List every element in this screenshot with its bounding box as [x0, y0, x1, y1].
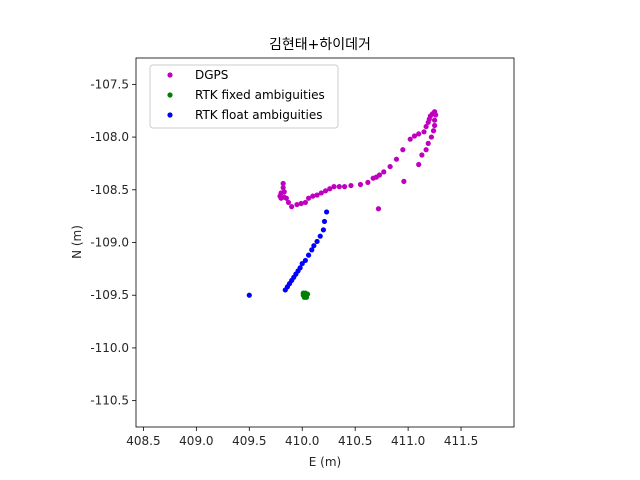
data-point	[376, 172, 383, 178]
data-point	[357, 181, 364, 188]
data-point	[302, 199, 309, 206]
x-tick-label: 408.5	[126, 434, 160, 448]
data-point	[298, 200, 304, 207]
y-tick-label: -109.0	[90, 236, 129, 250]
data-point	[321, 218, 328, 225]
legend: DGPS RTK fixed ambiguities RTK float ambig…	[149, 64, 339, 129]
data-point	[428, 134, 435, 140]
x-tick-label: 410.5	[338, 434, 372, 448]
data-point	[423, 123, 429, 130]
data-points	[246, 109, 439, 300]
x-tick-label: 409.0	[179, 434, 213, 448]
data-point	[331, 184, 337, 190]
data-point	[387, 163, 393, 170]
data-point	[336, 184, 342, 190]
data-point	[348, 182, 354, 189]
data-point	[304, 291, 311, 297]
data-point	[431, 122, 438, 129]
data-point	[314, 238, 320, 245]
data-point	[314, 192, 320, 198]
data-point	[294, 201, 300, 208]
legend-label: DGPS	[195, 68, 228, 82]
chart-title: 김현태+하이데거	[269, 37, 371, 53]
y-tick-label: -109.5	[90, 288, 129, 302]
data-point	[300, 292, 306, 298]
data-point	[305, 252, 312, 258]
x-tick-label: 411.0	[391, 434, 425, 448]
data-point	[318, 190, 324, 196]
y-tick-label: -108.5	[90, 183, 129, 197]
data-point	[416, 161, 422, 168]
data-point	[283, 195, 289, 201]
y-axis-label: N (m)	[70, 225, 84, 259]
x-tick-label: 409.5	[232, 434, 266, 448]
data-point	[297, 265, 303, 271]
data-point	[411, 133, 418, 139]
series-0	[277, 109, 439, 212]
series-1	[300, 290, 311, 300]
legend-marker	[167, 112, 173, 118]
data-point	[327, 186, 333, 192]
legend-label: RTK float ambiguities	[195, 108, 322, 122]
data-point	[280, 180, 286, 187]
data-point	[322, 188, 329, 194]
data-point	[311, 243, 317, 249]
x-tick-label: 411.5	[444, 434, 478, 448]
x-axis-label: E (m)	[309, 455, 341, 469]
data-point	[430, 128, 437, 134]
data-point	[289, 204, 295, 210]
legend-marker	[167, 92, 173, 98]
data-point	[400, 147, 406, 153]
data-point	[365, 179, 371, 186]
data-point	[401, 178, 407, 184]
data-point	[317, 233, 323, 239]
data-point	[375, 206, 382, 212]
legend-marker	[167, 72, 173, 78]
data-point	[320, 227, 327, 233]
data-point	[416, 131, 422, 137]
data-point	[407, 136, 413, 142]
series-2	[246, 209, 330, 298]
data-point	[302, 257, 309, 264]
x-axis: 408.5 409.0 409.5 410.0 410.5 411.0 411.5	[126, 427, 478, 448]
data-point	[323, 209, 330, 215]
legend-label: RTK fixed ambiguities	[195, 88, 325, 102]
legend-box	[149, 64, 339, 129]
data-point	[433, 112, 439, 118]
data-point	[393, 156, 400, 162]
data-point	[280, 185, 286, 191]
data-point	[305, 195, 312, 201]
y-tick-label: -110.0	[90, 341, 129, 355]
data-point	[381, 169, 387, 175]
data-point	[341, 184, 348, 190]
data-point	[421, 129, 427, 135]
data-point	[310, 193, 316, 199]
data-point	[431, 117, 438, 123]
data-point	[285, 199, 292, 206]
y-tick-label: -108.0	[90, 130, 129, 144]
data-point	[425, 140, 431, 146]
data-point	[423, 147, 429, 153]
data-point	[309, 247, 315, 253]
data-point	[419, 152, 425, 158]
x-tick-label: 410.0	[285, 434, 319, 448]
y-tick-label: -107.5	[90, 77, 129, 91]
y-axis: -107.5 -108.0 -108.5 -109.0 -109.5 -110.0 -110…	[90, 77, 136, 408]
data-point	[246, 292, 252, 298]
y-tick-label: -110.5	[90, 394, 129, 408]
data-point	[299, 260, 305, 267]
